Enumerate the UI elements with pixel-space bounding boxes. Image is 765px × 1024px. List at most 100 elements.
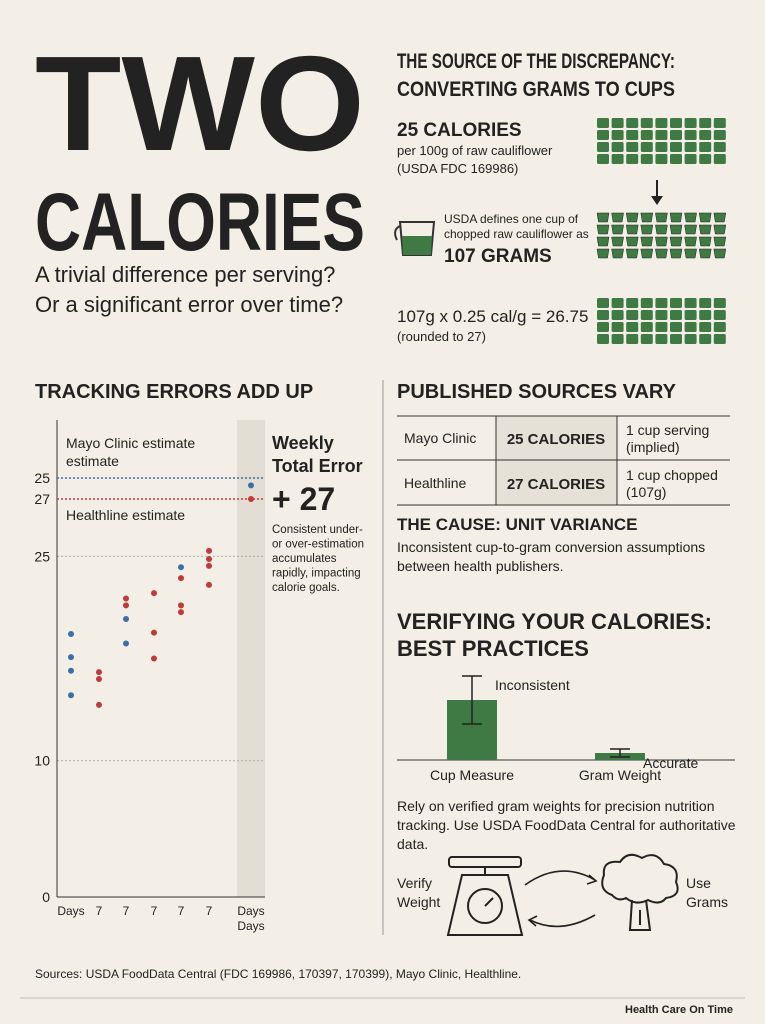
highlight-band: [237, 420, 265, 897]
y-tick-label: 25: [34, 548, 50, 564]
gram-square: [655, 118, 668, 128]
gram-square: [655, 142, 668, 152]
weekly-note: Consistent under-: [272, 524, 363, 536]
point: [248, 496, 254, 503]
point: [178, 575, 184, 582]
gram-square: [670, 322, 682, 332]
point: [96, 669, 102, 676]
gram-square: [684, 154, 697, 164]
cup-glyph: [669, 236, 683, 247]
cup-glyph: [698, 248, 712, 259]
gram-square: [655, 310, 668, 320]
gram-square: [699, 322, 712, 332]
cup-glyph: [684, 224, 697, 235]
point: [123, 595, 129, 602]
x-tick-label: Days: [237, 904, 264, 918]
cup-glyph: [596, 212, 610, 223]
table-cell: 25 CALORIES: [507, 431, 605, 448]
verify-text: data.: [397, 836, 428, 852]
table-cell: 1 cup chopped: [626, 467, 718, 483]
gram-square: [713, 310, 726, 320]
gram-square: [713, 334, 726, 344]
gram-square: [626, 322, 639, 332]
gram-square: [597, 298, 609, 308]
usda-note: USDA defines one cup of: [444, 212, 579, 226]
section-heading: VERIFYING YOUR CALORIES:: [397, 609, 712, 634]
gram-square: [670, 130, 682, 140]
calories-note: per 100g of raw cauliflower: [397, 143, 553, 158]
x-tick-label: Cup Measure: [430, 767, 514, 783]
table-cell: 27 CALORIES: [507, 476, 605, 493]
section-heading: CONVERTING GRAMS TO CUPS: [397, 78, 675, 101]
title: CALORIES: [35, 177, 365, 268]
section-heading: THE SOURCE OF THE DISCREPANCY:: [397, 50, 675, 73]
subtitle: A trivial difference per serving?: [35, 262, 335, 287]
series-label: estimate: [66, 453, 119, 469]
gram-square: [597, 310, 609, 320]
gram-square: [611, 154, 624, 164]
gram-square: [670, 334, 682, 344]
x-tick-label: Days: [57, 904, 84, 918]
cup-glyph: [698, 224, 712, 235]
cup-glyph: [669, 224, 683, 235]
gram-square: [626, 298, 639, 308]
weekly-label: Weekly: [272, 433, 334, 453]
cup-glyph: [684, 212, 697, 223]
sub-heading: THE CAUSE: UNIT VARIANCE: [397, 515, 638, 534]
x-tick-label: 7: [96, 904, 103, 918]
cup-glyph: [611, 212, 624, 223]
cup-glyph: [625, 212, 639, 223]
cup-glyph: [713, 236, 727, 247]
cause-text: Inconsistent cup-to-gram conversion assu…: [397, 539, 705, 555]
cup-glyph: [698, 236, 712, 247]
gram-square: [684, 130, 697, 140]
x-tick-label: 7: [178, 904, 185, 918]
series-label: Healthline estimate: [66, 507, 185, 523]
gram-square: [640, 130, 653, 140]
gram-square: [597, 118, 609, 128]
gram-square: [655, 322, 668, 332]
point: [68, 654, 74, 661]
weekly-label: Total Error: [272, 456, 363, 476]
footer: Health Care On Time: [625, 1004, 733, 1016]
gram-square: [699, 334, 712, 344]
icon-label: Weight: [397, 894, 440, 910]
usda-note: chopped raw cauliflower as: [444, 227, 589, 241]
point: [178, 609, 184, 616]
gram-square: [640, 142, 653, 152]
gram-square: [670, 154, 682, 164]
cup-glyph: [596, 236, 610, 247]
point: [123, 615, 129, 622]
cup-glyph: [655, 212, 668, 223]
gram-square: [597, 142, 609, 152]
cup-glyph: [655, 236, 668, 247]
verify-text: Rely on verified gram weights for precis…: [397, 798, 714, 814]
gram-square: [699, 118, 712, 128]
bar-annotation: Accurate: [643, 755, 698, 771]
cup-glyph: [655, 248, 668, 259]
weekly-note: or over-estimation: [272, 539, 364, 551]
gram-square: [626, 130, 639, 140]
section-heading: BEST PRACTICES: [397, 636, 589, 661]
table-cell: Healthline: [404, 475, 466, 491]
formula: 107g x 0.25 cal/g = 26.75: [397, 307, 588, 326]
point: [151, 655, 157, 662]
point: [68, 630, 74, 637]
gram-square: [611, 322, 624, 332]
gram-square: [713, 130, 726, 140]
weekly-note: accumulates: [272, 553, 337, 565]
cup-glyph: [684, 236, 697, 247]
gram-square: [713, 118, 726, 128]
gram-square: [626, 118, 639, 128]
cup-glyph: [640, 248, 654, 259]
gram-square: [640, 118, 653, 128]
gram-square: [626, 334, 639, 344]
gram-square: [597, 322, 609, 332]
gram-square: [626, 142, 639, 152]
cup-glyph: [625, 248, 639, 259]
scale-icon: [446, 856, 524, 936]
gram-square: [699, 298, 712, 308]
cup-glyph: [669, 212, 683, 223]
cup-glyph: [596, 224, 610, 235]
